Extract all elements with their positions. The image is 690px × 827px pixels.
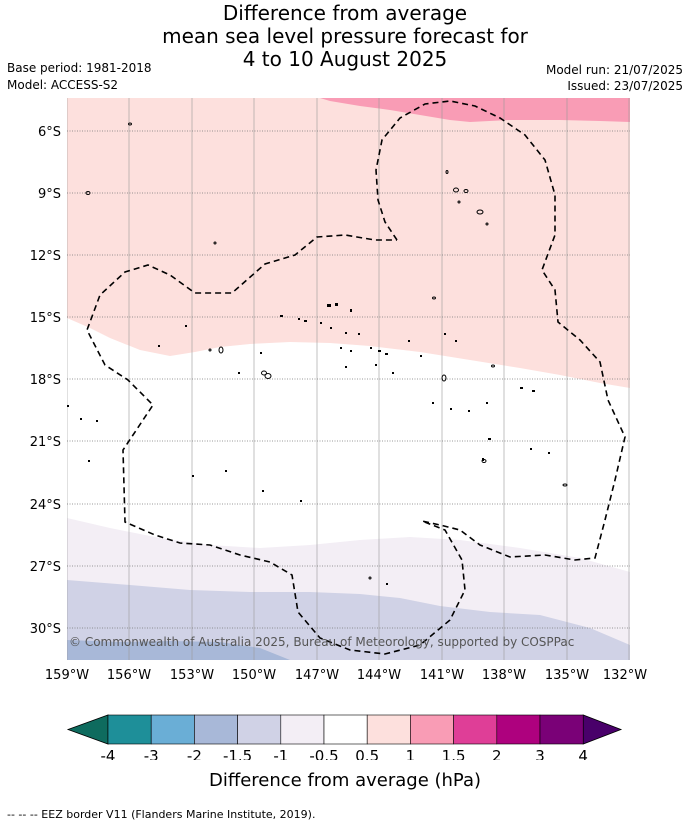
eez-border-line (86, 100, 626, 655)
anomaly-band-light-purple (67, 580, 630, 660)
colorbar-segment (237, 714, 282, 745)
lon-label-135w: 135°W (545, 668, 589, 683)
model-run: Model run: 21/07/2025 (545, 63, 683, 77)
base-period: Base period: 1981-2018 (7, 61, 152, 75)
lon-label-159w: 159°W (45, 668, 89, 683)
colorbar-tick-label: 0.5 (355, 747, 379, 760)
issued-date: Issued: 23/07/2025 (567, 79, 683, 93)
lat-label-21s: 21°S (30, 435, 61, 450)
lat-label-27s: 27°S (30, 560, 61, 575)
longitude-labels: 159°W 156°W 153°W 150°W 147°W 144°W 141°… (45, 668, 647, 683)
colorbar-tick-label: -1 (273, 747, 288, 760)
colorbar-segment (366, 714, 411, 745)
lat-label-9s: 9°S (38, 187, 61, 202)
map-figure: © Commonwealth of Australia 2025, Bureau… (30, 98, 647, 760)
colorbar-tick-label: -1.5 (223, 747, 252, 760)
latitude-labels: 6°S 9°S 12°S 15°S 18°S 21°S 24°S 27°S 30… (30, 125, 61, 637)
lat-label-24s: 24°S (30, 498, 61, 513)
model-name: Model: ACCESS-S2 (7, 78, 119, 92)
lat-label-18s: 18°S (30, 373, 61, 388)
colorbar-segment (107, 714, 152, 745)
title-line-2: mean sea level pressure forecast for (162, 24, 528, 48)
colorbar-under-arrow (66, 714, 109, 745)
map-plot-area: © Commonwealth of Australia 2025, Bureau… (67, 98, 630, 660)
anomaly-band-pink (320, 98, 630, 122)
lon-label-150w: 150°W (232, 668, 276, 683)
lat-label-12s: 12°S (30, 249, 61, 264)
title-line-1: Difference from average (222, 1, 468, 25)
lon-label-156w: 156°W (107, 668, 151, 683)
copyright-notice: © Commonwealth of Australia 2025, Bureau… (69, 635, 574, 649)
colorbar-tick-label: -3 (144, 747, 159, 760)
colorbar-segment (410, 714, 454, 745)
colorbar-segment (280, 714, 325, 745)
island-outlines (85, 122, 568, 580)
lat-label-30s: 30°S (30, 622, 61, 637)
lat-label-15s: 15°S (30, 311, 61, 326)
lat-label-6s: 6°S (38, 125, 61, 140)
colorbar-segment (194, 714, 238, 745)
lon-label-144w: 144°W (357, 668, 401, 683)
island-dots (67, 303, 550, 585)
colorbar-tick-label: 4 (578, 747, 588, 760)
colorbar-segment (150, 714, 195, 745)
colorbar-segment (323, 714, 368, 745)
anomaly-band-light-pink (67, 98, 630, 388)
eez-footnote: -- -- -- EEZ border V11 (Flanders Marine… (7, 808, 316, 821)
colorbar-tick-label: 1.5 (442, 747, 466, 760)
colorbar-segment (453, 714, 498, 745)
colorbar-tick-label: 3 (535, 747, 545, 760)
colorbar-tick-label: 1 (406, 747, 416, 760)
lon-label-141w: 141°W (420, 668, 464, 683)
colorbar-tick-label: -4 (101, 747, 116, 760)
colorbar-tick-label: 2 (492, 747, 502, 760)
title-line-3: 4 to 10 August 2025 (242, 47, 448, 71)
colorbar-segment (539, 714, 584, 745)
colorbar-tick-label: -0.5 (309, 747, 338, 760)
lon-label-132w: 132°W (603, 668, 647, 683)
colorbar-over-arrow (582, 714, 623, 745)
colorbar: -4 -3 -2 -1.5 -1 -0.5 0.5 1 1.5 2 3 4 (66, 714, 623, 760)
colorbar-title: Difference from average (hPa) (208, 770, 482, 791)
lon-label-147w: 147°W (295, 668, 339, 683)
lon-label-138w: 138°W (482, 668, 526, 683)
anomaly-band-blue-grey (67, 640, 290, 660)
colorbar-segment (496, 714, 541, 745)
colorbar-tick-label: -2 (187, 747, 202, 760)
lon-label-153w: 153°W (170, 668, 214, 683)
